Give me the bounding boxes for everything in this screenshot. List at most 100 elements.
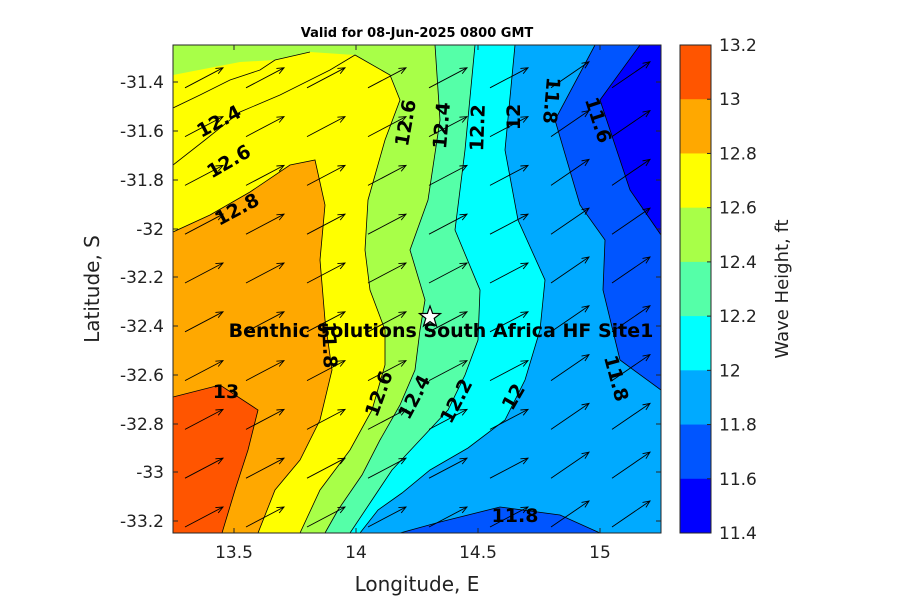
wave-arrow — [611, 500, 651, 528]
contour-line-11.6 — [599, 45, 661, 236]
contour-label: 12.2 — [466, 104, 490, 152]
contour-line-12.6 — [173, 54, 401, 533]
wave-arrow — [489, 213, 530, 235]
colorbar-tick-label: 13 — [719, 90, 741, 110]
wave-arrow — [428, 506, 469, 528]
star-icon — [417, 304, 443, 328]
wave-arrow — [184, 311, 225, 333]
wave-arrow — [306, 506, 347, 528]
colorbar-band — [680, 207, 711, 263]
colorbar-tick-label: 13.2 — [719, 36, 757, 56]
wave-arrow — [367, 213, 408, 235]
contour-line-12.4-east — [324, 45, 441, 533]
wave-arrow — [306, 67, 347, 89]
contour-line-12.0 — [359, 45, 546, 533]
wave-arrow — [428, 213, 469, 235]
wave-arrow — [611, 305, 651, 333]
wave-arrow — [245, 506, 286, 528]
wave-arrow — [245, 164, 286, 186]
wave-arrow — [489, 457, 530, 479]
wave-arrow — [489, 360, 530, 381]
wave-arrow — [611, 109, 651, 137]
y-axis — [173, 81, 661, 522]
contour-label: 11.8 — [538, 76, 564, 125]
colorbar-tick-label: 12.8 — [719, 144, 757, 164]
colorbar-band — [680, 261, 711, 317]
wave-arrow — [489, 408, 530, 430]
wave-arrow — [184, 360, 225, 381]
wave-arrow — [184, 116, 225, 137]
wave-arrow — [550, 402, 590, 430]
wave-height-contour-fills — [173, 45, 661, 533]
y-tick-label: -32.2 — [120, 268, 164, 288]
contour-label: 11.8 — [317, 321, 341, 369]
wave-arrow — [550, 451, 590, 479]
y-tick-label: -31.4 — [120, 73, 164, 93]
wave-arrow — [489, 67, 530, 89]
wave-arrow — [184, 506, 225, 528]
colorbar-tick-label: 11.4 — [719, 524, 757, 544]
wave-arrow — [306, 213, 347, 235]
wave-arrow — [306, 262, 347, 284]
colorbar-band — [680, 153, 711, 209]
contour-label: 13 — [213, 381, 239, 403]
colorbar — [680, 45, 711, 534]
contour-line-12.8 — [173, 159, 333, 533]
colorbar-band — [680, 316, 711, 371]
wave-arrow — [245, 262, 286, 284]
wave-arrow — [611, 451, 651, 479]
wave-arrow — [367, 311, 408, 333]
wave-arrow — [306, 408, 347, 430]
site-label: Benthic Solutions South Africa HF Site1 — [229, 320, 654, 342]
wave-arrow — [550, 61, 590, 89]
wave-arrow — [428, 116, 469, 137]
wave-arrow — [550, 353, 590, 381]
y-tick-label: -32 — [136, 220, 164, 240]
wave-arrow — [489, 506, 530, 528]
colorbar-ticks: 13.2 13 12.8 12.6 12.4 12.2 12 11.8 11.6 11.4 — [707, 36, 757, 544]
colorbar-frame — [679, 44, 712, 534]
wave-arrow — [367, 67, 408, 89]
contour-line-12.4 — [173, 51, 311, 109]
wave-arrow — [367, 164, 408, 186]
x-tick-label: 14.5 — [459, 543, 497, 563]
wave-arrow — [245, 311, 286, 333]
wave-arrow — [184, 262, 225, 284]
wave-arrow — [489, 311, 530, 333]
wave-arrow — [367, 457, 408, 479]
colorbar-band — [680, 99, 711, 154]
y-tick-label: -32.8 — [120, 415, 164, 435]
wave-arrow — [184, 457, 225, 479]
wave-arrow — [367, 408, 408, 430]
wave-arrow — [611, 158, 651, 186]
wave-arrow — [367, 116, 408, 137]
wave-arrow — [428, 360, 469, 381]
colorbar-band — [680, 45, 711, 100]
colorbar-band — [680, 424, 711, 480]
contour-line-12.2 — [349, 45, 481, 533]
colorbar-tick-label: 11.6 — [719, 470, 757, 490]
wave-arrow — [306, 164, 347, 186]
wave-arrow — [428, 408, 469, 430]
wave-arrow — [245, 213, 286, 235]
contour-line-11.8 — [554, 45, 661, 391]
wave-arrow — [428, 164, 469, 186]
wave-arrow — [367, 506, 408, 528]
wave-arrow — [306, 360, 347, 381]
wave-arrow — [428, 67, 469, 89]
wave-arrow — [550, 500, 590, 528]
contour-label: 11.8 — [492, 505, 539, 527]
wave-arrow — [428, 457, 469, 479]
wave-arrow — [611, 207, 651, 235]
site-marker[interactable] — [417, 304, 443, 328]
wave-arrow — [550, 109, 590, 137]
wave-arrow — [367, 360, 408, 381]
wave-arrow — [367, 262, 408, 284]
contour-line-13.0 — [173, 384, 259, 533]
plot-frame — [172, 44, 662, 534]
wave-arrow — [611, 256, 651, 284]
y-tick-label: -33 — [136, 463, 164, 483]
wave-arrow — [489, 116, 530, 137]
wave-arrow — [428, 262, 469, 284]
